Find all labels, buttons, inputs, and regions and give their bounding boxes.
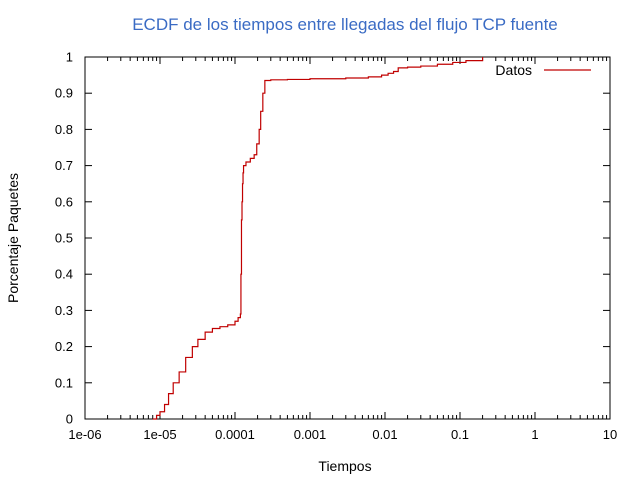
y-tick-label: 1 xyxy=(66,50,73,65)
y-tick-label: 0.3 xyxy=(55,303,73,318)
x-tick-label: 1e-06 xyxy=(68,427,101,442)
x-tick-label: 0.1 xyxy=(451,427,469,442)
plot-frame xyxy=(84,56,611,420)
y-tick-label: 0.5 xyxy=(55,231,73,246)
chart-title: ECDF de los tiempos entre llegadas del f… xyxy=(132,15,558,34)
x-tick-label: 0.01 xyxy=(372,427,397,442)
legend-label-datos: Datos xyxy=(495,62,532,78)
x-tick-label: 1 xyxy=(531,427,538,442)
y-tick-label: 0.2 xyxy=(55,339,73,354)
y-tick-label: 0.9 xyxy=(55,86,73,101)
x-tick-label: 0.0001 xyxy=(215,427,255,442)
x-tick-label: 1e-05 xyxy=(143,427,176,442)
axis-ticks xyxy=(84,56,611,420)
series-layer xyxy=(152,57,484,420)
y-tick-label: 0.7 xyxy=(55,158,73,173)
series-line-datos xyxy=(152,57,484,420)
legend: Datos xyxy=(495,62,591,78)
y-tick-label: 0 xyxy=(66,412,73,427)
x-tick-label: 0.001 xyxy=(294,427,327,442)
y-tick-label: 0.1 xyxy=(55,375,73,390)
y-tick-label: 0.6 xyxy=(55,194,73,209)
axis-tick-labels: 1e-06 1e-05 0.0001 0.001 0.01 0.1 1 10 0 0.1 0.2 0.… xyxy=(55,50,617,443)
x-axis-label: Tiempos xyxy=(318,458,371,474)
y-tick-label: 0.8 xyxy=(55,122,73,137)
y-tick-label: 0.4 xyxy=(55,267,73,282)
x-tick-label: 10 xyxy=(603,427,617,442)
y-axis-label: Porcentaje Paquetes xyxy=(5,173,21,303)
